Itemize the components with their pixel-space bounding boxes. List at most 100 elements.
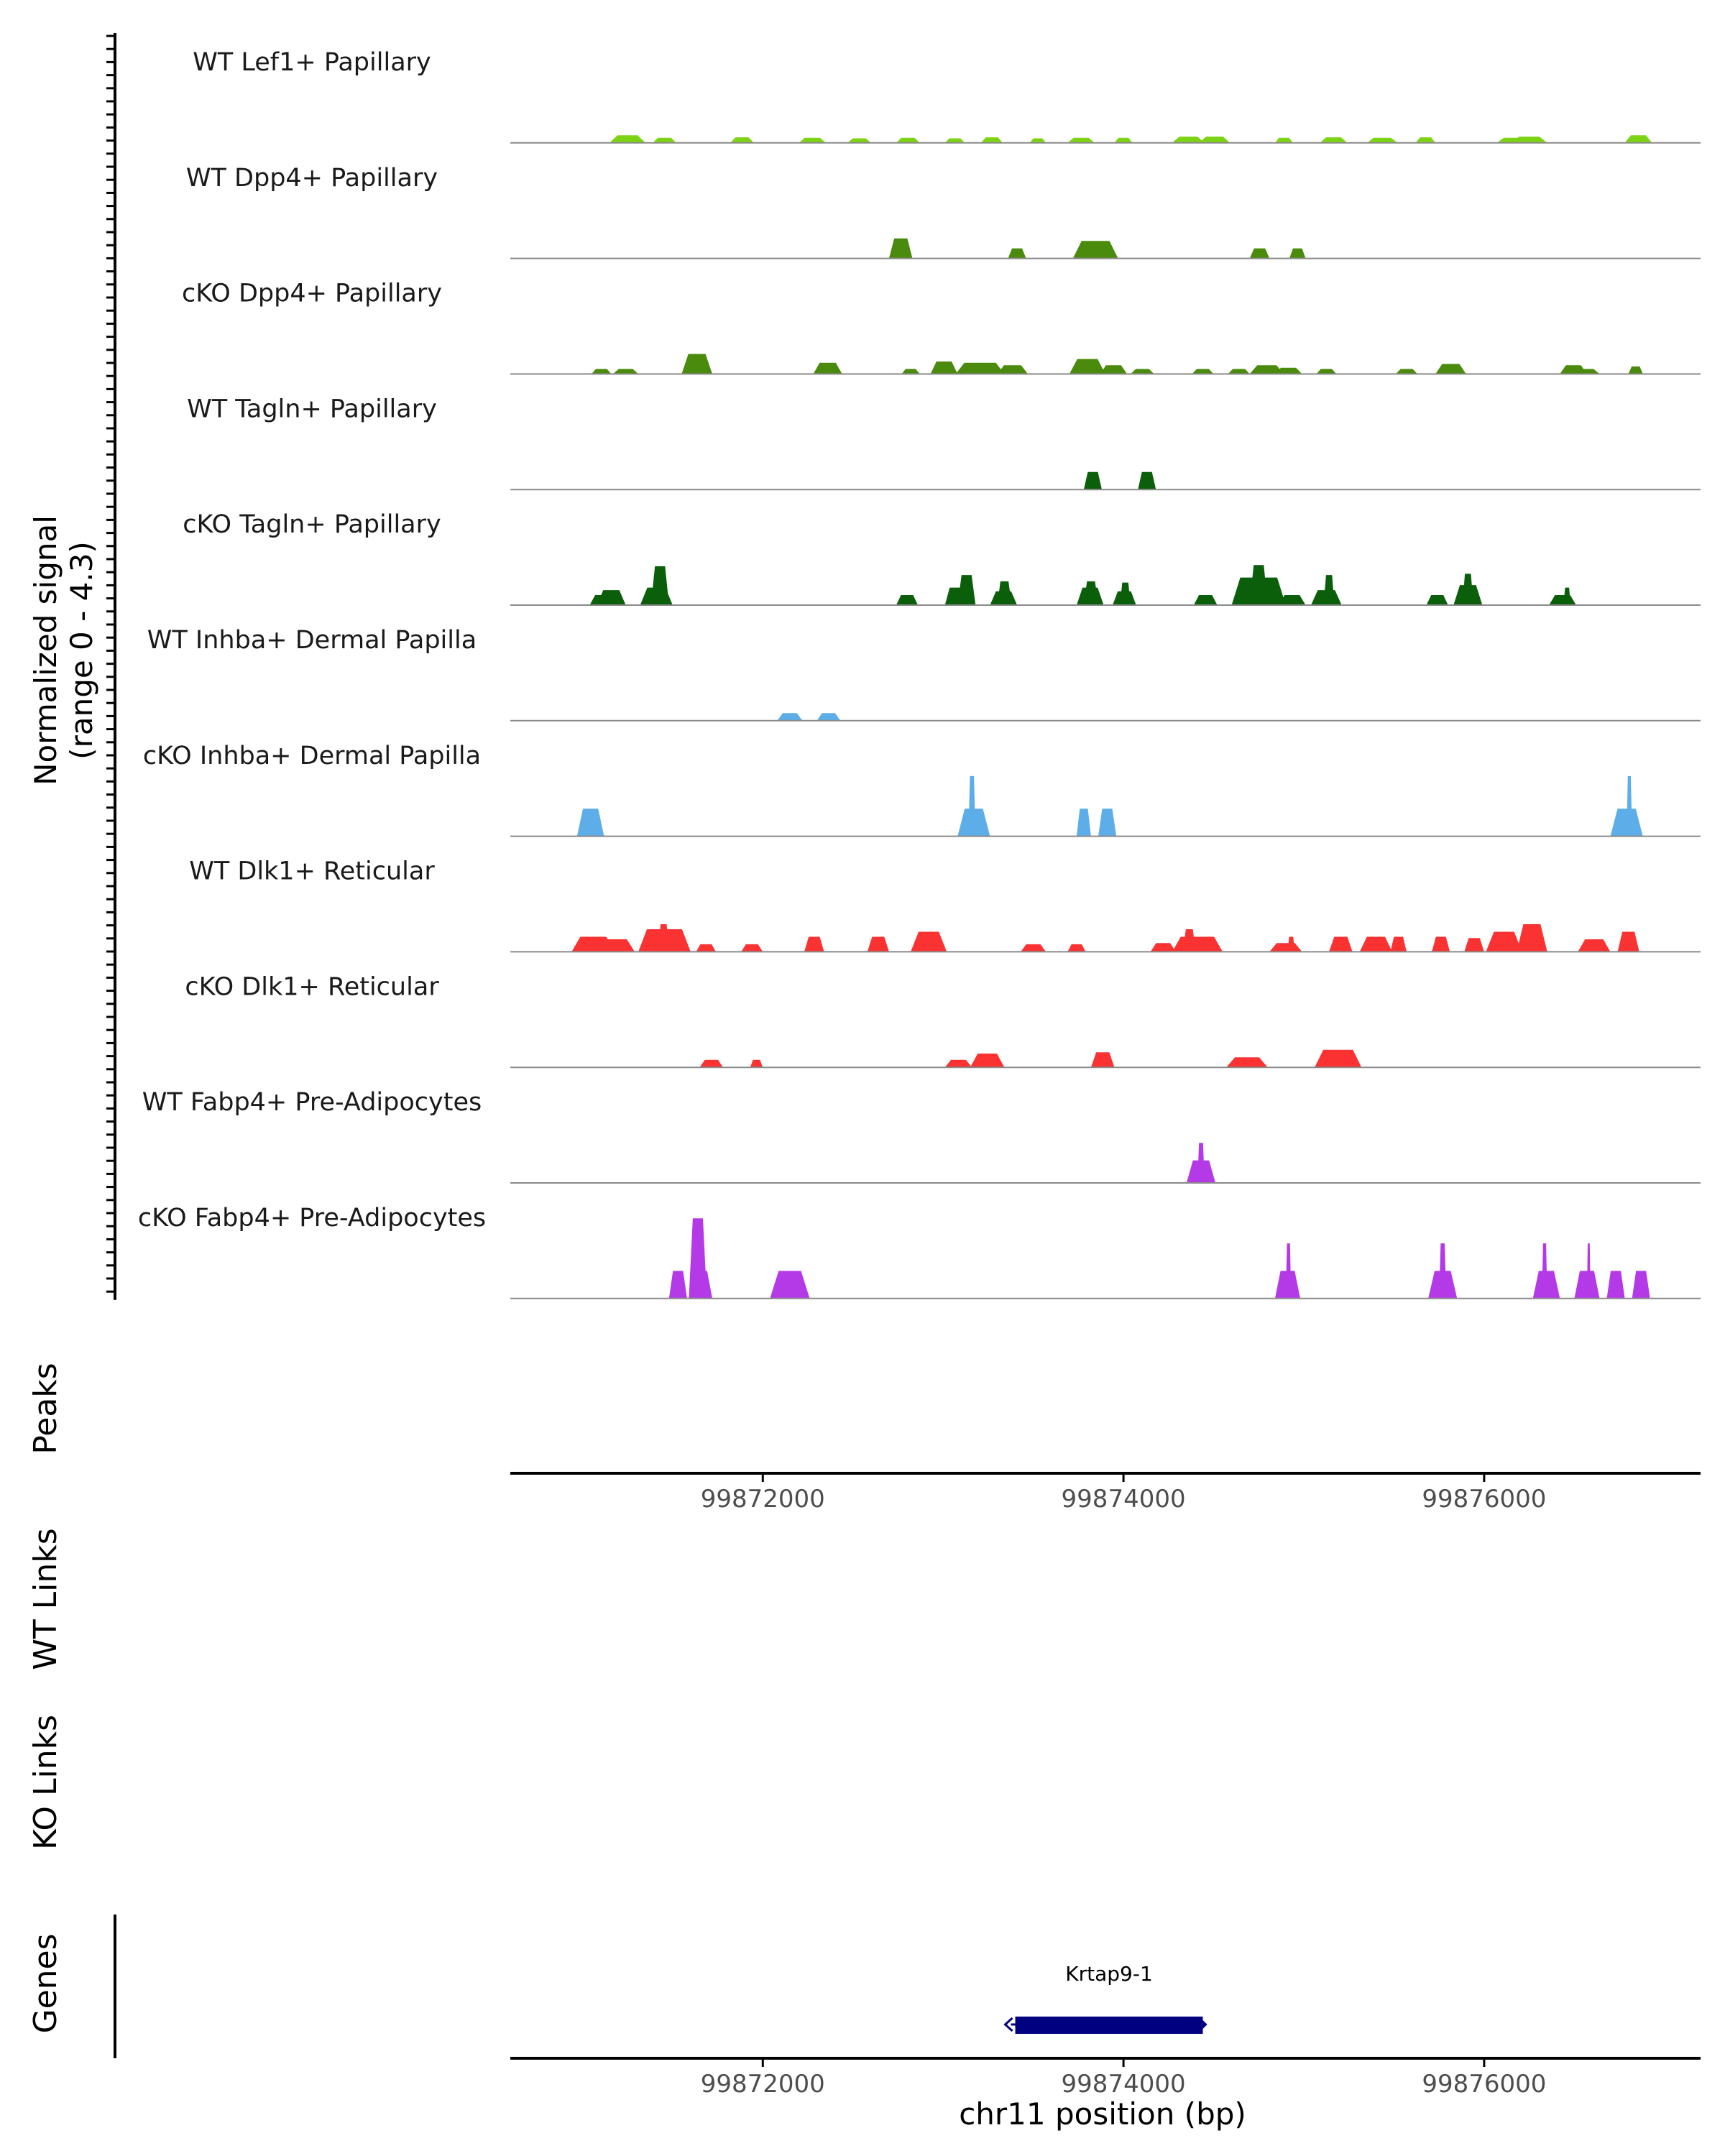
- signal-peak: [1415, 137, 1436, 143]
- signal-peak: [610, 135, 646, 143]
- signal-peak: [696, 944, 716, 952]
- signal-peak: [1390, 936, 1407, 952]
- gene-exon: [1015, 2017, 1203, 2034]
- signal-peak: [888, 238, 913, 259]
- signal-peak: [1067, 944, 1086, 952]
- signal-peak: [1610, 808, 1643, 837]
- signal-peak: [1249, 365, 1284, 374]
- signal-peak: [777, 713, 803, 721]
- signal-peak: [896, 137, 920, 143]
- signal-peak: [1228, 369, 1250, 374]
- gene-strand-arrow: [1003, 2017, 1013, 2032]
- signal-peak: [1120, 582, 1131, 605]
- signal-peak: [944, 138, 965, 143]
- y-axis-label-line2: (range 0 - 4.3): [64, 541, 99, 760]
- signal-peak: [613, 369, 639, 374]
- x-axis-bottom-tick-label: 99872000: [701, 2070, 825, 2099]
- signal-peak: [1316, 369, 1337, 374]
- gene-track: Krtap9-1: [1003, 1962, 1208, 2034]
- signal-peak: [1067, 137, 1095, 143]
- signal-peak: [1226, 1057, 1268, 1068]
- signal-peak: [1098, 808, 1117, 837]
- track-label: WT Dlk1+ Reticular: [189, 857, 435, 886]
- track-label: WT Fabp4+ Pre-Adipocytes: [142, 1088, 482, 1117]
- track-9: cKO Dlk1+ Reticular: [185, 972, 1701, 1069]
- x-axis-top: 99872000 99874000 99876000: [510, 1472, 1701, 1514]
- signal-peak: [1150, 943, 1176, 952]
- lower-panels: Peaks WT Links KO Links Genes: [27, 1363, 116, 2058]
- signal-peak: [955, 362, 1005, 374]
- x-axis-top-tick-label: 99874000: [1062, 1485, 1186, 1514]
- signal-peak: [1323, 575, 1335, 605]
- signal-peak: [968, 775, 976, 837]
- signal-peak: [689, 1218, 707, 1299]
- gene-end-marker: [1199, 2017, 1208, 2032]
- signal-peak: [576, 808, 604, 837]
- signal-peak: [1274, 137, 1293, 143]
- signal-peak: [1197, 1143, 1205, 1183]
- track-label: WT Tagln+ Papillary: [187, 395, 437, 423]
- signal-peak: [1076, 808, 1091, 837]
- track-label: WT Inhba+ Dermal Papilla: [147, 626, 477, 655]
- signal-peak: [1192, 369, 1214, 374]
- signal-peak: [1432, 936, 1450, 952]
- signal-peak: [1287, 936, 1295, 952]
- signal-peak: [896, 595, 919, 605]
- signal-peak: [847, 138, 871, 143]
- signal-peak: [1100, 365, 1128, 374]
- signal-peak: [911, 931, 947, 952]
- signal-peak: [1131, 369, 1154, 374]
- signal-peak: [1617, 931, 1639, 952]
- x-axis-bottom-tick-label: 99874000: [1062, 2070, 1186, 2099]
- signal-peak: [1627, 775, 1632, 837]
- x-axis-top-tick-label: 99876000: [1422, 1485, 1546, 1514]
- x-axis-top-tick-label: 99872000: [701, 1485, 825, 1514]
- signal-peak: [1072, 241, 1118, 259]
- x-axis-label: chr11 position (bp): [959, 2096, 1246, 2132]
- signal-peak: [653, 137, 676, 143]
- signal-peak: [1278, 595, 1306, 605]
- signal-peak: [799, 137, 827, 143]
- track-8: WT Dlk1+ Reticular: [189, 857, 1701, 953]
- signal-peak: [1069, 359, 1105, 374]
- x-axis-bottom: 99872000 99874000 99876000: [510, 2057, 1701, 2099]
- signal-peak: [1329, 936, 1353, 952]
- signal-peak: [1606, 1271, 1625, 1299]
- signal-peak: [1628, 366, 1643, 374]
- signal-peak: [1632, 1271, 1650, 1299]
- signal-peak: [901, 369, 920, 374]
- signal-peak: [681, 354, 712, 374]
- signal-peak: [930, 361, 958, 374]
- track-label: WT Dpp4+ Papillary: [186, 164, 438, 193]
- signal-peak: [944, 1059, 972, 1068]
- track-label: cKO Inhba+ Dermal Papilla: [143, 742, 481, 770]
- signal-peak: [1439, 1243, 1447, 1299]
- signal-peak: [741, 944, 763, 952]
- signal-peak: [1572, 369, 1600, 374]
- signal-peak: [699, 1059, 724, 1068]
- signal-peak: [598, 939, 635, 952]
- signal-peak: [997, 365, 1029, 374]
- signal-peak: [1624, 135, 1652, 143]
- signal-peak: [1285, 1243, 1292, 1299]
- signal-peak: [1182, 929, 1196, 952]
- track-11: cKO Fabp4+ Pre-Adipocytes: [138, 1204, 1701, 1299]
- signal-peak: [816, 713, 841, 721]
- signal-peak: [650, 566, 669, 605]
- signal-peak: [1008, 248, 1026, 259]
- signal-peak: [1269, 943, 1302, 952]
- signal-peak: [1320, 137, 1348, 143]
- track-label: WT Lef1+ Papillary: [193, 48, 431, 77]
- signal-peak: [1315, 1049, 1362, 1068]
- track-4: WT Tagln+ Papillary: [187, 395, 1701, 491]
- signal-peak: [1366, 137, 1398, 143]
- signal-peak: [1021, 944, 1046, 952]
- signal-peak: [1464, 938, 1484, 952]
- signal-peak: [1138, 471, 1156, 490]
- signal-peak: [1549, 595, 1576, 605]
- signal-peak: [1199, 137, 1230, 143]
- signal-peak: [1274, 367, 1302, 374]
- signal-peak: [957, 575, 976, 605]
- panel-label: WT Links: [27, 1528, 64, 1669]
